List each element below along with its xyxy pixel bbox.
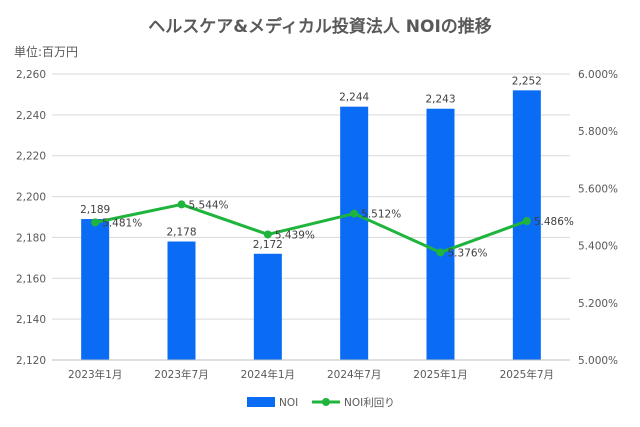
- yield-point: [91, 218, 100, 227]
- legend-noi-swatch: [247, 397, 275, 407]
- noi-bars: [81, 90, 541, 360]
- yield-point: [522, 217, 531, 226]
- y-right-tick-label: 5.800%: [578, 126, 618, 138]
- y-left-tick-label: 2,200: [16, 192, 46, 204]
- noi-bar-label: 2,178: [166, 227, 196, 239]
- yield-point: [350, 209, 359, 218]
- y-right-tick-label: 5.000%: [578, 355, 618, 367]
- y-left-tick-label: 2,120: [16, 355, 46, 367]
- axes: 2,120 2,140 2,160 2,180 2,200 2,220 2,240 2,260…: [16, 69, 618, 381]
- x-tick-label: 2024年1月: [241, 368, 295, 381]
- noi-bar-label: 2,189: [80, 204, 110, 216]
- y-left-tick-label: 2,140: [16, 314, 46, 326]
- noi-bar: [167, 241, 196, 360]
- y-left-tick-label: 2,220: [16, 151, 46, 163]
- yield-label: 5.512%: [361, 209, 401, 221]
- noi-bar-label: 2,244: [339, 92, 369, 104]
- y-left-tick-label: 2,260: [16, 69, 46, 81]
- legend-noi-label: NOI: [279, 397, 298, 409]
- y-left-tick-label: 2,240: [16, 110, 46, 122]
- x-tick-label: 2023年1月: [68, 368, 122, 381]
- legend-yield-label: NOI利回り: [344, 397, 395, 409]
- noi-bar: [253, 253, 282, 360]
- chart-title: ヘルスケア&メディカル投資法人 NOIの推移: [148, 16, 492, 37]
- yield-label: 5.544%: [189, 199, 229, 211]
- y-left-tick-label: 2,160: [16, 273, 46, 285]
- legend-yield-marker: [322, 398, 330, 406]
- yield-line: [91, 200, 531, 257]
- x-tick-label: 2025年7月: [500, 368, 554, 381]
- noi-bar-label: 2,243: [425, 94, 455, 106]
- y-right-tick-label: 6.000%: [578, 69, 618, 81]
- yield-point: [263, 230, 272, 239]
- y-right-tick-label: 5.200%: [578, 298, 618, 310]
- y-right-tick-label: 5.600%: [578, 183, 618, 195]
- yield-point: [177, 200, 186, 209]
- x-tick-label: 2025年1月: [413, 368, 467, 381]
- yield-line-path: [94, 202, 528, 254]
- data-labels: 2,189 2,178 2,172 2,244 2,243 2,252 5.481% 5.54…: [80, 75, 574, 259]
- legend: NOI NOI利回り: [247, 397, 395, 409]
- yield-label: 5.439%: [275, 229, 315, 241]
- yield-label: 5.376%: [448, 247, 488, 259]
- unit-label: 単位:百万円: [14, 44, 78, 59]
- yield-label: 5.486%: [534, 216, 574, 228]
- gridlines: [52, 73, 570, 361]
- y-right-tick-label: 5.400%: [578, 241, 618, 253]
- y-left-tick-label: 2,180: [16, 232, 46, 244]
- noi-bar: [426, 108, 455, 360]
- noi-bar: [81, 219, 110, 360]
- x-tick-label: 2024年7月: [327, 368, 381, 381]
- noi-bar-label: 2,172: [253, 239, 283, 251]
- x-tick-label: 2023年7月: [154, 368, 208, 381]
- noi-bar: [340, 106, 369, 360]
- yield-label: 5.481%: [102, 217, 142, 229]
- noi-bar-label: 2,252: [512, 75, 542, 87]
- yield-point: [436, 248, 445, 257]
